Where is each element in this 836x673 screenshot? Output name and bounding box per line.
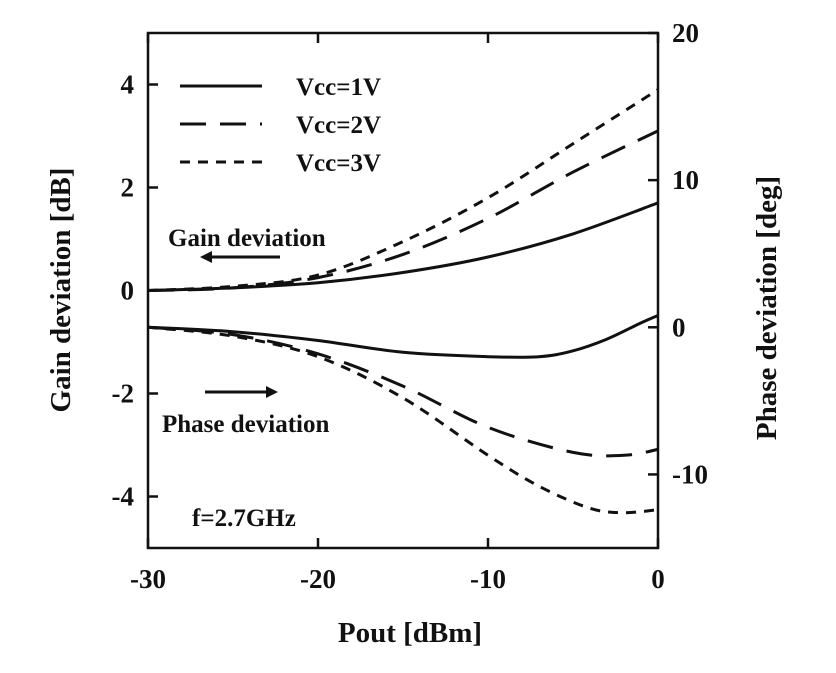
y-left-tick-label: 4: [121, 70, 135, 100]
series-lines: [147, 88, 659, 515]
y-right-tick-label: -10: [672, 459, 708, 489]
legend: Vcc=1V Vcc=2V Vcc=3V: [180, 74, 381, 177]
y-axis-right-label: Phase deviation [deg]: [751, 176, 783, 440]
x-axis-label: Pout [dBm]: [338, 617, 482, 649]
phase-annotation: Phase deviation: [162, 411, 329, 438]
phase-line-vcc-1v: [147, 314, 659, 359]
gain-annotation: Gain deviation: [168, 225, 326, 252]
legend-label-vcc-3v: Vcc=3V: [296, 150, 381, 177]
y-left-tick-label: -4: [112, 482, 135, 512]
ticks: [146, 31, 660, 548]
x-tick-label: 0: [651, 564, 665, 594]
y-right-tick-label: 0: [672, 312, 686, 342]
x-tick-label: -10: [470, 564, 506, 594]
x-tick-label: -20: [300, 564, 336, 594]
gain-line-vcc-2v: [147, 129, 659, 292]
y-left-tick-label: -2: [112, 379, 135, 409]
y-right-tick-label: 20: [672, 18, 699, 48]
frequency-annotation: f=2.7GHz: [192, 505, 296, 532]
y-left-tick-label: 0: [121, 276, 135, 306]
gain-line-vcc-3v: [147, 88, 659, 292]
phase-line-vcc-2v: [147, 325, 659, 458]
y-right-tick-label: 10: [672, 165, 699, 195]
legend-label-vcc-1v: Vcc=1V: [296, 74, 381, 101]
y-left-tick-label: 2: [121, 173, 135, 203]
plot-frame: [146, 31, 660, 550]
phase-arrowhead: [266, 386, 278, 398]
legend-label-vcc-2v: Vcc=2V: [296, 112, 381, 139]
y-axis-left-label: Gain deviation [dB]: [45, 168, 77, 413]
gain-arrowhead: [200, 251, 212, 263]
x-tick-label: -30: [130, 564, 166, 594]
phase-line-vcc-3v: [147, 325, 659, 515]
